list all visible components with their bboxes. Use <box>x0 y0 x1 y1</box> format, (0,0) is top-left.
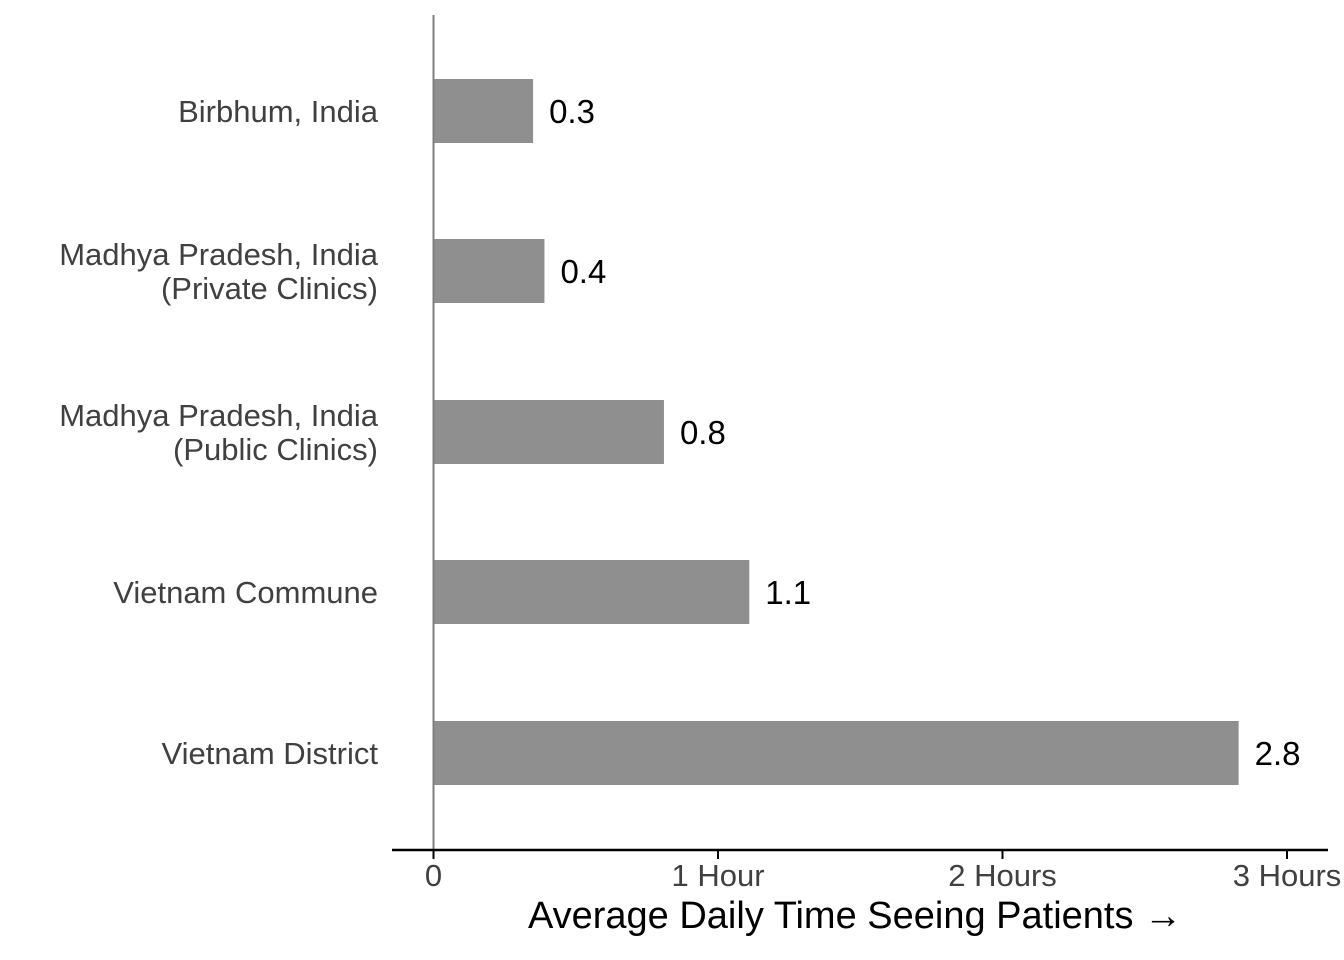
category-label: Vietnam District <box>162 736 379 771</box>
x-axis-title: Average Daily Time Seeing Patients → <box>528 895 1182 937</box>
category-label-line: Madhya Pradesh, India <box>59 237 379 272</box>
bar <box>433 239 545 303</box>
x-tick-label: 0 <box>425 858 442 893</box>
category-label-line: Vietnam Commune <box>113 575 378 610</box>
category-label: Vietnam Commune <box>113 575 378 610</box>
bar-value-label: 1.1 <box>765 574 811 611</box>
bar-value-label: 2.8 <box>1255 735 1301 772</box>
category-label-line: (Public Clinics) <box>173 432 378 467</box>
category-label: Birbhum, India <box>178 94 379 129</box>
category-label-line: Birbhum, India <box>178 94 379 129</box>
bar-value-label: 0.4 <box>560 253 606 290</box>
bar <box>433 79 534 143</box>
x-tick-label: 1 Hour <box>671 858 764 893</box>
category-label-line: Vietnam District <box>162 736 379 771</box>
category-label: Madhya Pradesh, India (Public Clinics) <box>59 398 379 467</box>
x-tick-label: 3 Hours <box>1233 858 1342 893</box>
x-tick-label: 2 Hours <box>948 858 1057 893</box>
bar-value-label: 0.8 <box>680 414 726 451</box>
bar <box>433 721 1239 785</box>
category-label: Madhya Pradesh, India (Private Clinics) <box>59 237 379 306</box>
bar <box>433 400 664 464</box>
labels-layer: 0.3 Birbhum, India 0.4 Madhya Pradesh, Indi… <box>59 93 1300 772</box>
x-axis: 0 1 Hour 2 Hours 3 Hours <box>392 15 1341 893</box>
bars-layer <box>433 79 1239 785</box>
bar <box>433 560 750 624</box>
category-label-line: (Private Clinics) <box>161 271 378 306</box>
category-label-line: Madhya Pradesh, India <box>59 398 379 433</box>
bar-value-label: 0.3 <box>549 93 595 130</box>
